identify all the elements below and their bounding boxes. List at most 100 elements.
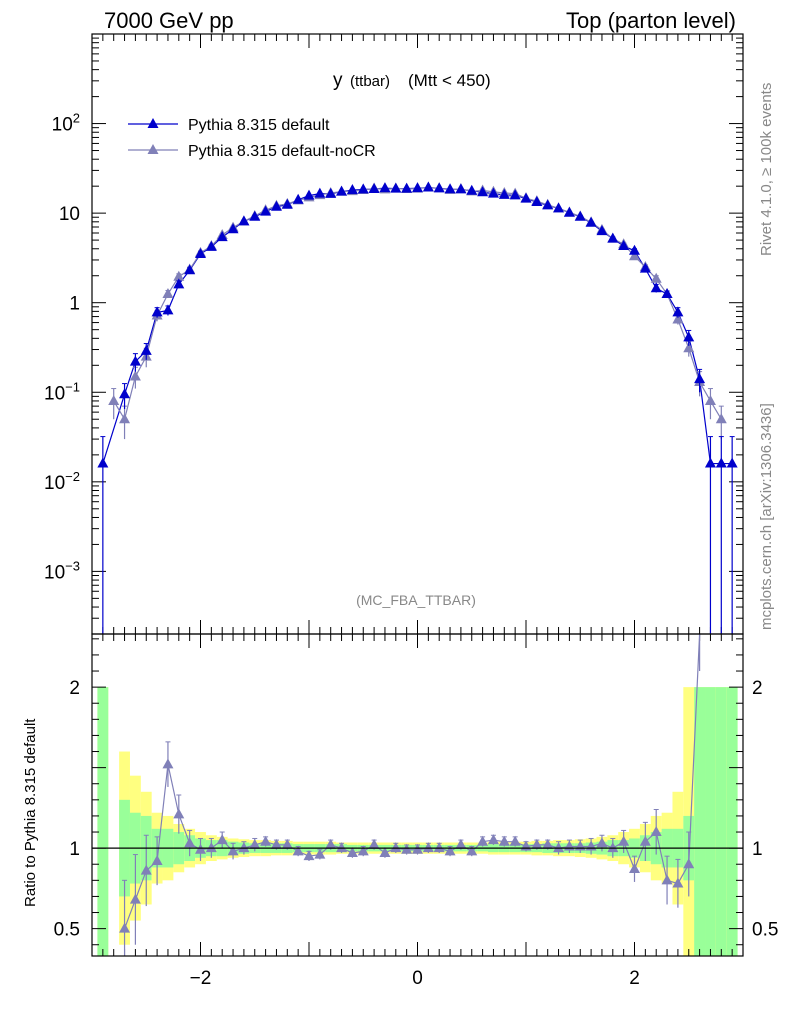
ratio-nocr-marker xyxy=(227,845,239,856)
ratio-nocr-marker xyxy=(650,826,662,837)
process-label: Top (parton level) xyxy=(566,8,736,33)
ratio-nocr-marker xyxy=(249,838,261,849)
ratio-band-inner xyxy=(705,687,716,956)
ratio-nocr-marker xyxy=(205,842,217,853)
y-tick-label: 1 xyxy=(69,294,80,315)
series-default-marker xyxy=(151,306,163,317)
series-nocr-marker xyxy=(650,272,662,283)
y-tick-label: 10−2 xyxy=(44,469,80,494)
ratio-nocr-marker xyxy=(444,845,456,856)
legend-label-nocr: Pythia 8.315 default-noCR xyxy=(188,143,376,160)
series-default-marker xyxy=(477,186,489,197)
series-default-marker xyxy=(704,457,716,468)
ratio-nocr-marker xyxy=(455,838,467,849)
ratio-nocr-marker xyxy=(379,846,391,857)
ratio-nocr-marker xyxy=(303,850,315,861)
ratio-nocr-marker xyxy=(195,843,206,854)
series-default-marker xyxy=(303,189,315,200)
plot-title-main: y xyxy=(333,70,343,91)
series-default-marker xyxy=(553,202,565,213)
y-tick-label: 102 xyxy=(52,111,80,136)
series-default-marker xyxy=(281,198,293,209)
x-tick-label: 0 xyxy=(412,968,423,989)
series-default-marker xyxy=(292,193,304,204)
series-default-marker xyxy=(726,457,738,468)
series-default-marker xyxy=(129,355,141,366)
series-default-marker xyxy=(531,196,543,207)
ratio-nocr-marker xyxy=(260,835,272,846)
series-default-marker xyxy=(585,216,597,227)
series-default-marker xyxy=(563,206,575,217)
x-tick-label: 2 xyxy=(629,968,640,989)
series-default-marker xyxy=(542,199,554,210)
series-nocr-marker xyxy=(715,413,727,424)
energy-label: 7000 GeV pp xyxy=(104,8,234,33)
ratio-y-tick-label-left: 1 xyxy=(69,839,80,860)
series-default-marker xyxy=(336,185,348,196)
series-default-marker xyxy=(412,182,423,193)
series-default-marker xyxy=(694,373,706,384)
ratio-nocr-marker xyxy=(509,835,521,846)
series-nocr-marker xyxy=(704,394,716,405)
plot-title-rest: (Mtt < 450) xyxy=(408,71,491,90)
series-default-marker xyxy=(683,331,695,342)
plot-title-small: (ttbar) xyxy=(350,73,390,90)
series-default-marker xyxy=(270,200,282,211)
ratio-nocr-marker xyxy=(173,808,185,819)
y-tick-exponent: −2 xyxy=(65,469,80,484)
ratio-band-inner xyxy=(97,687,109,956)
y-tick-base: 10 xyxy=(44,562,65,583)
series-nocr-marker xyxy=(629,250,640,261)
ratio-nocr-marker xyxy=(270,838,282,849)
ratio-nocr-marker xyxy=(368,838,380,849)
ratio-y-tick-label-right: 2 xyxy=(752,678,763,699)
ratio-nocr-marker xyxy=(683,858,695,869)
series-default-marker xyxy=(184,264,196,275)
ratio-y-tick-label-left: 0.5 xyxy=(54,920,80,941)
y-tick-base: 10 xyxy=(44,473,65,494)
ratio-nocr-marker xyxy=(422,842,434,853)
ratio-nocr-marker xyxy=(314,848,326,859)
series-default-marker xyxy=(498,188,510,199)
series-default-marker xyxy=(368,182,380,193)
ratio-y-tick-label-right: 1 xyxy=(752,839,763,860)
ratio-nocr-marker xyxy=(477,835,489,846)
ratio-nocr-line xyxy=(123,633,701,929)
series-default-marker xyxy=(715,457,727,468)
ratio-nocr-marker xyxy=(433,842,445,853)
y-tick-exponent: 2 xyxy=(73,111,80,126)
series-default-marker xyxy=(520,192,532,203)
ratio-nocr-marker xyxy=(129,893,141,904)
series-default-marker xyxy=(650,282,662,293)
legend-marker-nocr xyxy=(147,144,159,154)
legend: Pythia 8.315 default Pythia 8.315 defaul… xyxy=(128,117,376,160)
series-default-marker xyxy=(487,187,499,198)
series-default-marker xyxy=(444,183,456,194)
series-default-marker xyxy=(618,239,630,250)
series-default-marker xyxy=(216,231,228,242)
ratio-nocr-marker xyxy=(531,838,543,849)
series-default-marker xyxy=(162,304,174,315)
series-default-marker xyxy=(661,288,673,299)
series-nocr-marker xyxy=(108,394,120,405)
series-nocr-marker xyxy=(683,342,695,353)
ratio-nocr-marker xyxy=(216,834,228,845)
ratio-nocr-marker xyxy=(119,922,131,933)
series-default-marker xyxy=(390,182,402,193)
series-default-marker xyxy=(119,388,131,399)
series-default-marker xyxy=(97,457,109,468)
ratio-y-tick-label-left: 2 xyxy=(69,678,80,699)
ratio-nocr-marker xyxy=(151,855,163,866)
series-default-marker xyxy=(422,181,434,192)
ratio-nocr-marker xyxy=(672,877,684,888)
series-default-marker xyxy=(173,278,185,289)
analysis-tag: (MC_FBA_TTBAR) xyxy=(356,592,476,608)
ratio-nocr-marker xyxy=(498,835,510,846)
series-default-marker xyxy=(629,244,640,255)
ratio-nocr-marker xyxy=(292,845,304,856)
ratio-nocr-marker xyxy=(487,834,499,845)
series-nocr-marker xyxy=(119,413,131,424)
series-default-marker xyxy=(379,182,391,193)
series-default-marker xyxy=(672,306,684,317)
